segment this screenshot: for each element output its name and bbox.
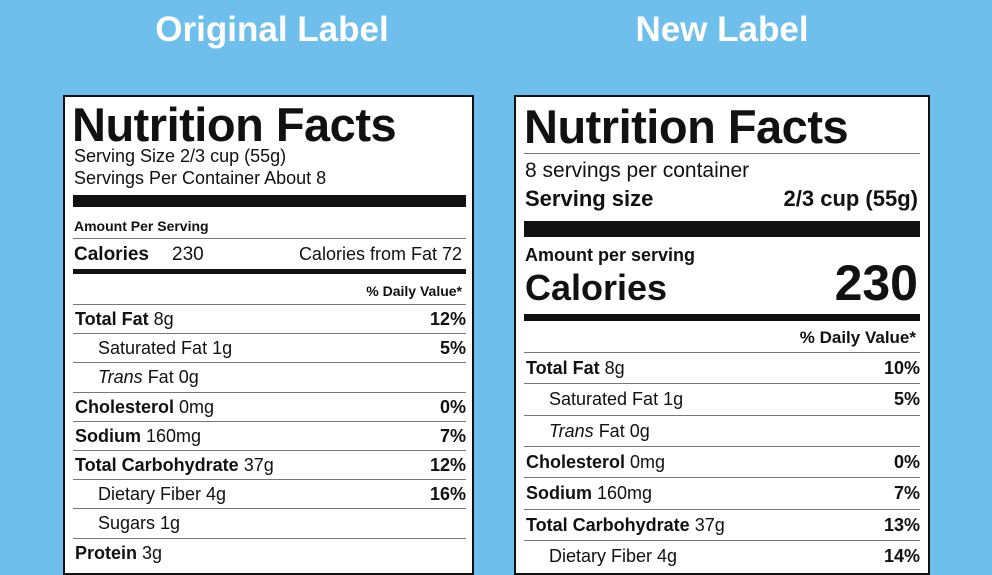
nutrient-amount: 37g xyxy=(243,455,274,475)
rule xyxy=(73,238,466,239)
serving-size: Serving Size 2/3 cup (55g) xyxy=(74,146,287,166)
amount-per-serving: Amount per serving xyxy=(525,245,696,265)
nutrient-name: Total Fat xyxy=(526,358,600,378)
nutrient-amount: 8g xyxy=(153,309,174,329)
thick-bar xyxy=(524,221,920,237)
nutrient-row: Sodium 160mg 7% xyxy=(73,420,466,450)
daily-value-header: % Daily Value* xyxy=(366,283,462,299)
servings-per-container: Servings Per Container About 8 xyxy=(74,168,327,188)
daily-value: 10% xyxy=(883,358,920,378)
serving-size-value: 2/3 cup (55g) xyxy=(783,186,918,211)
nutrient-name: Sodium xyxy=(75,425,141,446)
page: Original Label New Label Nutrition Facts… xyxy=(63,10,930,575)
daily-value: 0% xyxy=(439,396,466,417)
amount-per-serving: Amount Per Serving xyxy=(74,218,209,234)
daily-value: 12% xyxy=(429,455,466,475)
nutrient-row: Trans Fat 0g xyxy=(524,414,920,446)
nutrient-row: Total Carbohydrate 37g 12% xyxy=(73,450,466,479)
nutrient-amount: 0mg xyxy=(630,451,666,472)
nutrient-name: Saturated Fat xyxy=(549,389,659,410)
label-title: Nutrition Facts xyxy=(72,98,397,151)
nutrient-row: Dietary Fiber 4g 16% xyxy=(73,479,466,508)
nutrient-name: Dietary Fiber xyxy=(98,484,202,505)
new-label: Nutrition Facts 8 servings per container S… xyxy=(514,95,930,575)
nutrient-row: Dietary Fiber 4g 14% xyxy=(524,539,920,571)
label-title: Nutrition Facts xyxy=(524,100,849,153)
nutrient-name: Trans xyxy=(549,420,594,441)
nutrient-row: Total Fat 8g 12% xyxy=(73,304,466,333)
nutrient-amount: Fat 0g xyxy=(598,420,650,441)
nutrient-amount: 160mg xyxy=(146,425,202,446)
nutrient-amount: 1g xyxy=(663,389,684,410)
nutrient-row: Sugars 1g xyxy=(73,508,466,537)
nutrient-amount: 4g xyxy=(657,545,678,566)
heading: Original Label xyxy=(155,10,389,49)
nutrient-row: Saturated Fat 1g 5% xyxy=(524,383,920,414)
daily-value-header: % Daily Value* xyxy=(799,328,916,347)
nutrient-amount: 1g xyxy=(212,338,233,359)
nutrient-row: Total Fat 8g 10% xyxy=(524,352,920,383)
daily-value: 5% xyxy=(439,338,466,359)
calories-from-fat: Calories from Fat 72 xyxy=(298,244,462,264)
medium-bar xyxy=(73,269,466,274)
nutrient-amount: 0mg xyxy=(179,396,215,417)
medium-bar xyxy=(524,314,920,321)
calories-label: Calories xyxy=(74,244,149,265)
calories-label: Calories xyxy=(525,267,668,308)
nutrient-name: Saturated Fat xyxy=(98,338,208,359)
nutrient-amount: Fat 0g xyxy=(147,367,199,388)
original-label: Nutrition Facts Serving Size 2/3 cup (55g… xyxy=(63,95,474,575)
nutrient-row: Saturated Fat 1g 5% xyxy=(73,333,466,362)
nutrient-name: Sodium xyxy=(526,483,592,504)
nutrient-name: Total Fat xyxy=(75,309,149,329)
daily-value: 12% xyxy=(429,309,466,329)
nutrient-amount: 3g xyxy=(142,542,163,563)
daily-value: 7% xyxy=(893,483,920,504)
daily-value: 14% xyxy=(883,545,920,566)
nutrient-name: Total Carbohydrate xyxy=(75,455,239,475)
nutrient-amount: 8g xyxy=(604,358,625,378)
nutrient-name: Trans xyxy=(98,367,143,388)
servings-per-container: 8 servings per container xyxy=(525,159,750,182)
serving-size-label: Serving size xyxy=(525,186,654,211)
nutrient-name: Protein xyxy=(75,542,138,563)
daily-value: 7% xyxy=(439,425,466,446)
nutrient-name: Total Carbohydrate xyxy=(526,514,690,535)
nutrient-amount: 1g xyxy=(160,513,181,534)
nutrient-row: Total Carbohydrate 37g 13% xyxy=(524,508,920,540)
daily-value: 5% xyxy=(893,389,920,410)
nutrient-amount: 160mg xyxy=(597,483,653,504)
thick-bar xyxy=(73,195,466,207)
nutrient-row: Sodium 160mg 7% xyxy=(524,477,920,508)
daily-value: 13% xyxy=(883,514,920,535)
nutrient-row: Cholesterol 0mg 0% xyxy=(73,391,466,421)
daily-value: 0% xyxy=(893,451,920,472)
nutrient-amount: 4g xyxy=(206,484,227,505)
nutrient-row: Trans Fat 0g xyxy=(73,362,466,391)
nutrient-row: Cholesterol 0mg 0% xyxy=(524,445,920,477)
nutrient-name: Dietary Fiber xyxy=(549,545,653,566)
nutrient-name: Cholesterol xyxy=(75,396,175,417)
nutrient-amount: 37g xyxy=(694,514,725,535)
nutrient-name: Sugars xyxy=(98,513,156,534)
rule xyxy=(524,153,920,154)
heading: New Label xyxy=(635,10,809,49)
calories-value: 230 xyxy=(834,255,918,311)
calories-value: 230 xyxy=(172,244,204,265)
daily-value: 16% xyxy=(429,484,466,505)
nutrient-name: Cholesterol xyxy=(526,451,626,472)
nutrient-row: Protein 3g xyxy=(73,537,466,567)
